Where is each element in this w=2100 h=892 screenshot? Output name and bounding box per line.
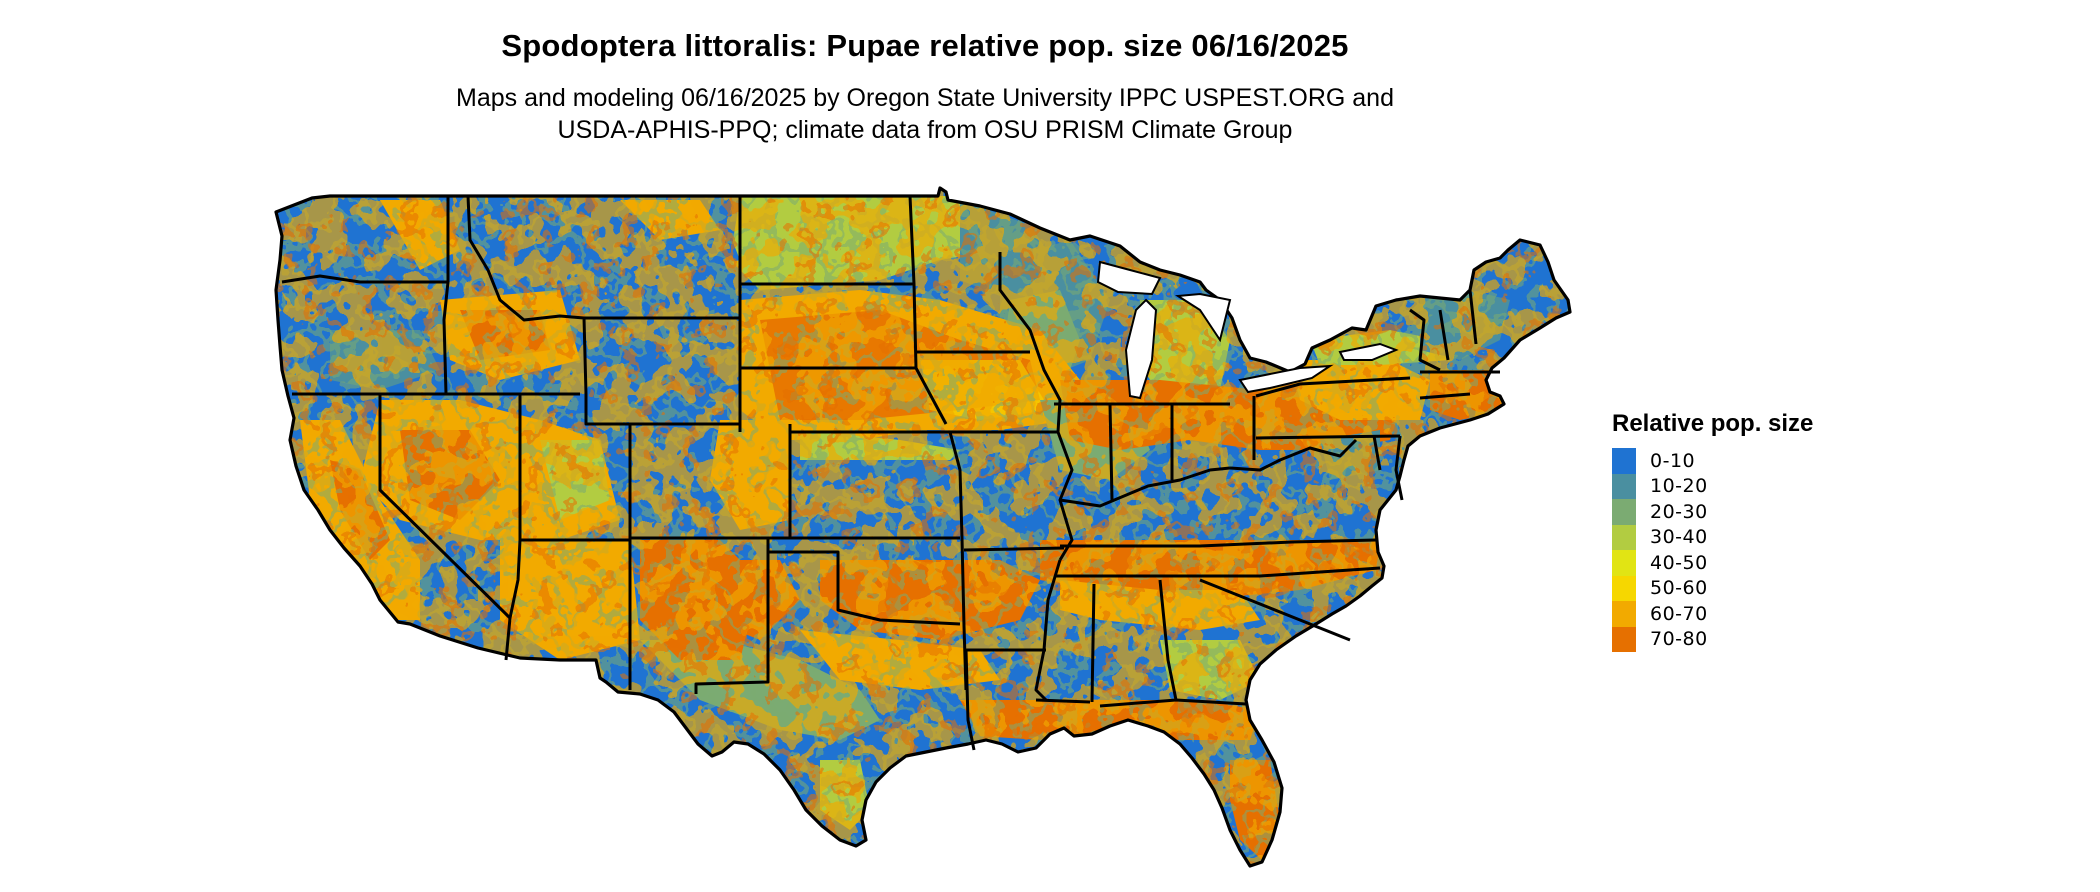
legend-item: 10-20 (1612, 473, 1872, 499)
legend-swatch (1612, 473, 1636, 499)
legend-swatch (1612, 550, 1636, 576)
legend-item: 30-40 (1612, 524, 1872, 550)
subtitle-line-1: Maps and modeling 06/16/2025 by Oregon S… (456, 84, 1394, 112)
legend-items: 0-10 10-20 20-30 30-40 40-50 50-60 60-70 70-80 (1612, 448, 1872, 652)
subtitle-line-2: USDA-APHIS-PPQ; climate data from OSU PR… (557, 116, 1293, 144)
legend-swatch (1612, 448, 1636, 474)
legend-swatch (1612, 601, 1636, 627)
legend-label: 20-30 (1650, 500, 1708, 523)
legend-label: 30-40 (1650, 526, 1708, 549)
map-subtitle: Maps and modeling 06/16/2025 by Oregon S… (0, 82, 1850, 146)
legend: Relative pop. size 0-10 10-20 20-30 30-40 40… (1612, 410, 1872, 652)
legend-label: 50-60 (1650, 577, 1708, 600)
legend-swatch (1612, 524, 1636, 550)
state-boundaries (281, 195, 1500, 751)
legend-item: 40-50 (1612, 550, 1872, 576)
legend-label: 10-20 (1650, 475, 1708, 498)
legend-title: Relative pop. size (1612, 410, 1814, 437)
legend-label: 60-70 (1650, 602, 1708, 625)
legend-label: 0-10 (1650, 449, 1696, 472)
legend-swatch (1612, 499, 1636, 525)
legend-swatch (1612, 626, 1636, 652)
legend-item: 50-60 (1612, 575, 1872, 601)
legend-label: 70-80 (1650, 628, 1708, 651)
legend-swatch (1612, 575, 1636, 601)
legend-item: 70-80 (1612, 626, 1872, 652)
legend-label: 40-50 (1650, 551, 1708, 574)
us-map (274, 186, 1572, 868)
map-title: Spodoptera littoralis: Pupae relative po… (501, 28, 1349, 63)
legend-item: 20-30 (1612, 499, 1872, 525)
legend-item: 0-10 (1612, 448, 1872, 474)
legend-item: 60-70 (1612, 601, 1872, 627)
great-lakes (1096, 260, 1399, 400)
map-raster (276, 188, 1570, 866)
